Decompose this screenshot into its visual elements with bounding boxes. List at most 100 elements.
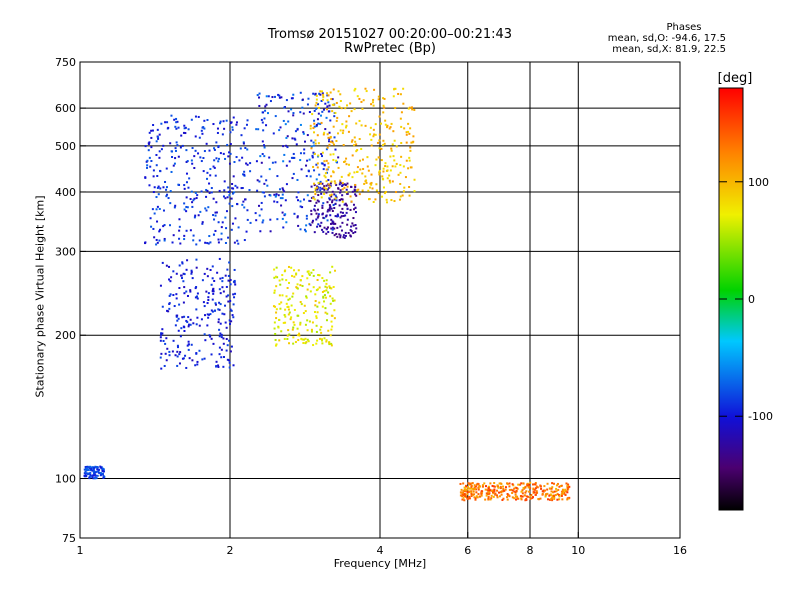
data-point [193, 155, 196, 158]
data-point [541, 490, 544, 493]
data-point [392, 155, 395, 158]
data-point [329, 182, 332, 185]
data-point [511, 491, 514, 494]
data-point [312, 344, 315, 347]
data-point [333, 317, 336, 320]
data-point [207, 242, 210, 245]
data-point [273, 193, 276, 196]
data-point [486, 489, 489, 492]
data-point [529, 481, 532, 484]
data-point [203, 127, 206, 130]
data-point [470, 486, 473, 489]
data-point [323, 294, 326, 297]
data-point [166, 309, 169, 312]
data-point [232, 280, 235, 283]
data-point [167, 197, 170, 200]
data-point [327, 179, 330, 182]
data-point [233, 191, 236, 194]
data-point [409, 149, 412, 152]
data-point [358, 119, 361, 122]
data-point [189, 289, 192, 292]
data-point [296, 128, 299, 131]
data-point [331, 265, 334, 268]
data-point [281, 193, 284, 196]
data-point [331, 210, 334, 213]
data-point [155, 140, 158, 143]
data-point [169, 202, 172, 205]
data-point [193, 167, 196, 170]
data-point [474, 497, 477, 500]
data-point [308, 283, 311, 286]
data-point [328, 131, 331, 134]
data-point [292, 114, 295, 117]
data-point [224, 241, 227, 244]
data-point [209, 268, 212, 271]
data-point [275, 317, 278, 320]
data-point [196, 363, 199, 366]
data-point [274, 115, 277, 118]
data-point [144, 241, 147, 244]
data-point [339, 189, 342, 192]
data-point [513, 487, 516, 490]
data-point [327, 183, 330, 186]
data-point [181, 262, 184, 265]
data-point [566, 491, 569, 494]
data-point [334, 111, 337, 114]
data-point [321, 187, 324, 190]
data-point [321, 212, 324, 215]
data-point [161, 305, 164, 308]
data-point [182, 272, 185, 275]
data-point [240, 187, 243, 190]
data-point [374, 123, 377, 126]
data-point [489, 498, 492, 501]
data-point [278, 96, 281, 99]
data-point [536, 486, 539, 489]
data-point [329, 119, 332, 122]
data-point [339, 234, 342, 237]
data-point [164, 352, 167, 355]
data-point [403, 127, 406, 130]
data-point [213, 148, 216, 151]
data-point [317, 208, 320, 211]
data-point [175, 293, 178, 296]
data-point [277, 194, 280, 197]
data-point [281, 211, 284, 214]
data-point [336, 116, 339, 119]
data-point [375, 183, 378, 186]
x-tick-label: 16 [673, 544, 687, 557]
data-point [341, 200, 344, 203]
data-point [178, 218, 181, 221]
data-point [328, 207, 331, 210]
data-point [200, 160, 203, 163]
data-point [263, 146, 266, 149]
data-point [103, 475, 106, 478]
data-point [288, 342, 291, 345]
data-point [313, 125, 316, 128]
data-point [178, 264, 181, 267]
data-point [176, 314, 179, 317]
data-point [329, 140, 332, 143]
data-point [490, 489, 493, 492]
data-point [325, 180, 328, 183]
data-point [158, 239, 161, 242]
data-point [156, 174, 159, 177]
data-point [175, 272, 178, 275]
data-point [490, 497, 493, 500]
data-point [158, 150, 161, 153]
data-point [210, 309, 213, 312]
data-point [333, 234, 336, 237]
data-point [310, 330, 313, 333]
data-point [564, 490, 567, 493]
data-point [200, 318, 203, 321]
data-point [87, 466, 90, 469]
data-point [209, 241, 212, 244]
chart-title-line1: Tromsø 20151027 00:20:00–00:21:43 [267, 27, 513, 42]
data-point [288, 311, 291, 314]
data-point [296, 283, 299, 286]
data-point [219, 322, 222, 325]
data-point [223, 127, 226, 130]
data-point [321, 339, 324, 342]
data-point [472, 490, 475, 493]
data-point [232, 293, 235, 296]
data-point [102, 476, 105, 479]
